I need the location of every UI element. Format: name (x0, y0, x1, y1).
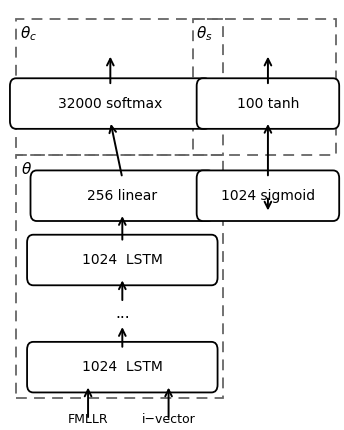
Text: $\theta_{c}$: $\theta_{c}$ (20, 24, 36, 43)
Bar (193, 18, 336, 155)
Text: 256 linear: 256 linear (87, 189, 158, 203)
FancyBboxPatch shape (27, 342, 217, 393)
Text: i−vector: i−vector (142, 413, 195, 426)
Text: 32000 softmax: 32000 softmax (58, 97, 162, 111)
FancyBboxPatch shape (31, 170, 214, 221)
Text: 1024 sigmoid: 1024 sigmoid (221, 189, 315, 203)
Text: 100 tanh: 100 tanh (237, 97, 299, 111)
Bar (16, 18, 223, 155)
Text: ...: ... (115, 306, 130, 321)
Text: FMLLR: FMLLR (68, 413, 108, 426)
FancyBboxPatch shape (27, 235, 217, 285)
FancyBboxPatch shape (197, 78, 339, 129)
Text: $\theta$: $\theta$ (21, 161, 32, 178)
Text: 1024  LSTM: 1024 LSTM (82, 360, 163, 374)
Text: $\theta_{s}$: $\theta_{s}$ (196, 24, 213, 43)
FancyBboxPatch shape (197, 170, 339, 221)
Text: 1024  LSTM: 1024 LSTM (82, 253, 163, 267)
FancyBboxPatch shape (10, 78, 211, 129)
Bar (16, 155, 223, 399)
